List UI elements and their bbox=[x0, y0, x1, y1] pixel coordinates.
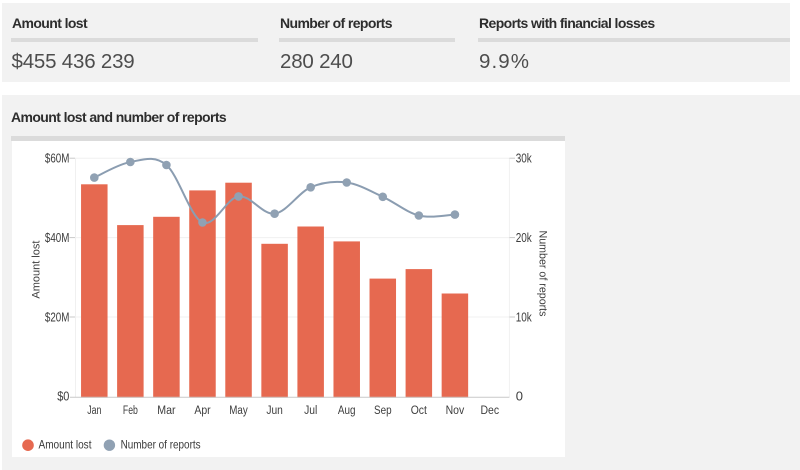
svg-text:20k: 20k bbox=[516, 230, 532, 245]
svg-text:Dec: Dec bbox=[481, 405, 500, 417]
svg-text:0: 0 bbox=[516, 389, 523, 404]
svg-text:10k: 10k bbox=[516, 309, 532, 324]
svg-text:$40M: $40M bbox=[45, 230, 70, 245]
svg-text:Jun: Jun bbox=[266, 405, 283, 417]
svg-text:Sep: Sep bbox=[374, 405, 392, 417]
svg-text:Jul: Jul bbox=[304, 405, 317, 417]
svg-text:Number of reports: Number of reports bbox=[537, 231, 549, 317]
svg-text:Amount lost: Amount lost bbox=[39, 438, 93, 452]
svg-text:Aug: Aug bbox=[338, 405, 356, 417]
svg-text:Apr: Apr bbox=[194, 405, 210, 417]
svg-text:Jan: Jan bbox=[87, 405, 101, 417]
svg-text:$60M: $60M bbox=[45, 151, 70, 166]
svg-text:Feb: Feb bbox=[123, 405, 138, 417]
svg-text:Amount lost: Amount lost bbox=[31, 240, 43, 299]
svg-text:Mar: Mar bbox=[157, 405, 175, 417]
svg-text:30k: 30k bbox=[516, 151, 532, 166]
svg-text:$20M: $20M bbox=[45, 309, 70, 324]
svg-text:Nov: Nov bbox=[446, 405, 465, 417]
svg-text:May: May bbox=[229, 405, 248, 417]
svg-text:Number of reports: Number of reports bbox=[121, 438, 201, 452]
svg-text:$0: $0 bbox=[57, 389, 69, 404]
svg-text:Oct: Oct bbox=[411, 405, 428, 417]
